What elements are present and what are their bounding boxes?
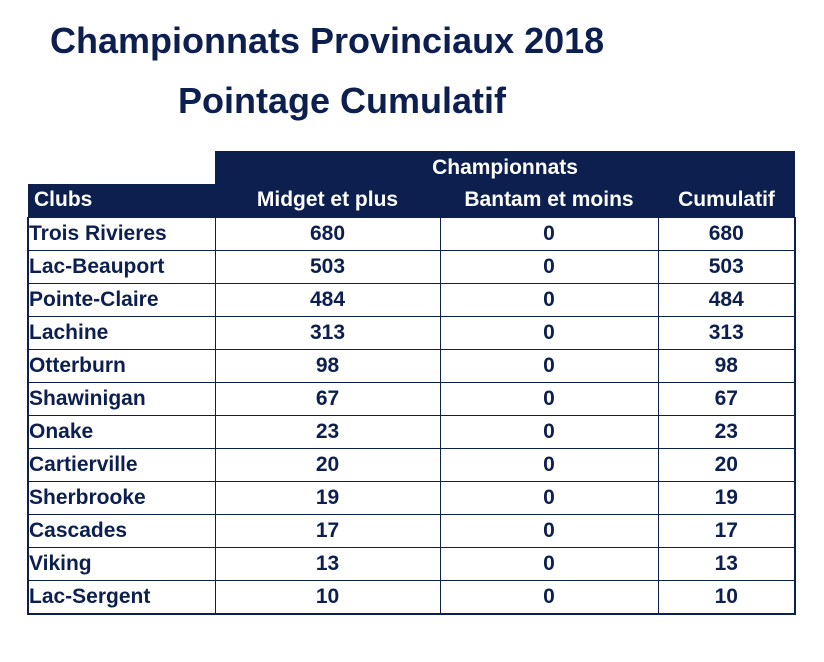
club-cell: Lachine bbox=[27, 315, 216, 350]
club-cell: Trois Rivieres bbox=[27, 216, 216, 251]
table-row: Cascades 17 0 17 bbox=[27, 513, 796, 548]
midget-cell: 13 bbox=[214, 546, 441, 581]
midget-cell: 10 bbox=[214, 579, 441, 615]
table-row: Shawinigan 67 0 67 bbox=[27, 381, 796, 416]
cumulatif-cell: 20 bbox=[657, 447, 796, 482]
table-row: Lachine 313 0 313 bbox=[27, 315, 796, 350]
bantam-cell: 0 bbox=[439, 546, 659, 581]
bantam-cell: 0 bbox=[439, 348, 659, 383]
midget-cell: 17 bbox=[214, 513, 441, 548]
table-row: Viking 13 0 13 bbox=[27, 546, 796, 581]
scores-table: Championnats Clubs Midget et plus Bantam… bbox=[27, 151, 796, 615]
club-cell: Lac-Sergent bbox=[27, 579, 216, 615]
cumulatif-cell: 98 bbox=[657, 348, 796, 383]
table-row: Onake 23 0 23 bbox=[27, 414, 796, 449]
column-header-row: Clubs Midget et plus Bantam et moins Cum… bbox=[28, 184, 795, 217]
column-header-clubs: Clubs bbox=[28, 184, 215, 217]
midget-cell: 23 bbox=[214, 414, 441, 449]
bantam-cell: 0 bbox=[439, 414, 659, 449]
bantam-cell: 0 bbox=[439, 249, 659, 284]
midget-cell: 19 bbox=[214, 480, 441, 515]
table-body: Trois Rivieres 680 0 680 Lac-Beauport 503 0 503… bbox=[27, 216, 796, 615]
cumulatif-cell: 17 bbox=[657, 513, 796, 548]
bantam-cell: 0 bbox=[439, 579, 659, 615]
cumulatif-cell: 19 bbox=[657, 480, 796, 515]
cumulatif-cell: 13 bbox=[657, 546, 796, 581]
club-cell: Sherbrooke bbox=[27, 480, 216, 515]
table-row: Lac-Beauport 503 0 503 bbox=[27, 249, 796, 284]
club-cell: Viking bbox=[27, 546, 216, 581]
group-header-spacer bbox=[28, 151, 215, 184]
table-row: Pointe-Claire 484 0 484 bbox=[27, 282, 796, 317]
table-row: Otterburn 98 0 98 bbox=[27, 348, 796, 383]
bantam-cell: 0 bbox=[439, 216, 659, 251]
column-header-midget: Midget et plus bbox=[215, 184, 440, 217]
group-header-row: Championnats bbox=[28, 151, 795, 184]
cumulatif-cell: 484 bbox=[657, 282, 796, 317]
bantam-cell: 0 bbox=[439, 381, 659, 416]
page-title: Championnats Provinciaux 2018 bbox=[50, 20, 605, 61]
column-header-bantam: Bantam et moins bbox=[440, 184, 658, 217]
bantam-cell: 0 bbox=[439, 447, 659, 482]
club-cell: Lac-Beauport bbox=[27, 249, 216, 284]
group-header-championnats: Championnats bbox=[215, 151, 795, 184]
club-cell: Onake bbox=[27, 414, 216, 449]
bantam-cell: 0 bbox=[439, 513, 659, 548]
club-cell: Otterburn bbox=[27, 348, 216, 383]
midget-cell: 503 bbox=[214, 249, 441, 284]
club-cell: Cascades bbox=[27, 513, 216, 548]
club-cell: Pointe-Claire bbox=[27, 282, 216, 317]
cumulatif-cell: 10 bbox=[657, 579, 796, 615]
table-row: Lac-Sergent 10 0 10 bbox=[27, 579, 796, 615]
midget-cell: 98 bbox=[214, 348, 441, 383]
bantam-cell: 0 bbox=[439, 480, 659, 515]
table-row: Cartierville 20 0 20 bbox=[27, 447, 796, 482]
midget-cell: 680 bbox=[214, 216, 441, 251]
table-row: Trois Rivieres 680 0 680 bbox=[27, 216, 796, 251]
midget-cell: 20 bbox=[214, 447, 441, 482]
cumulatif-cell: 67 bbox=[657, 381, 796, 416]
column-header-cumulatif: Cumulatif bbox=[658, 184, 795, 217]
cumulatif-cell: 313 bbox=[657, 315, 796, 350]
club-cell: Cartierville bbox=[27, 447, 216, 482]
table-row: Sherbrooke 19 0 19 bbox=[27, 480, 796, 515]
page-subtitle: Pointage Cumulatif bbox=[178, 80, 507, 121]
cumulatif-cell: 503 bbox=[657, 249, 796, 284]
club-cell: Shawinigan bbox=[27, 381, 216, 416]
midget-cell: 67 bbox=[214, 381, 441, 416]
cumulatif-cell: 680 bbox=[657, 216, 796, 251]
midget-cell: 484 bbox=[214, 282, 441, 317]
bantam-cell: 0 bbox=[439, 282, 659, 317]
bantam-cell: 0 bbox=[439, 315, 659, 350]
midget-cell: 313 bbox=[214, 315, 441, 350]
cumulatif-cell: 23 bbox=[657, 414, 796, 449]
